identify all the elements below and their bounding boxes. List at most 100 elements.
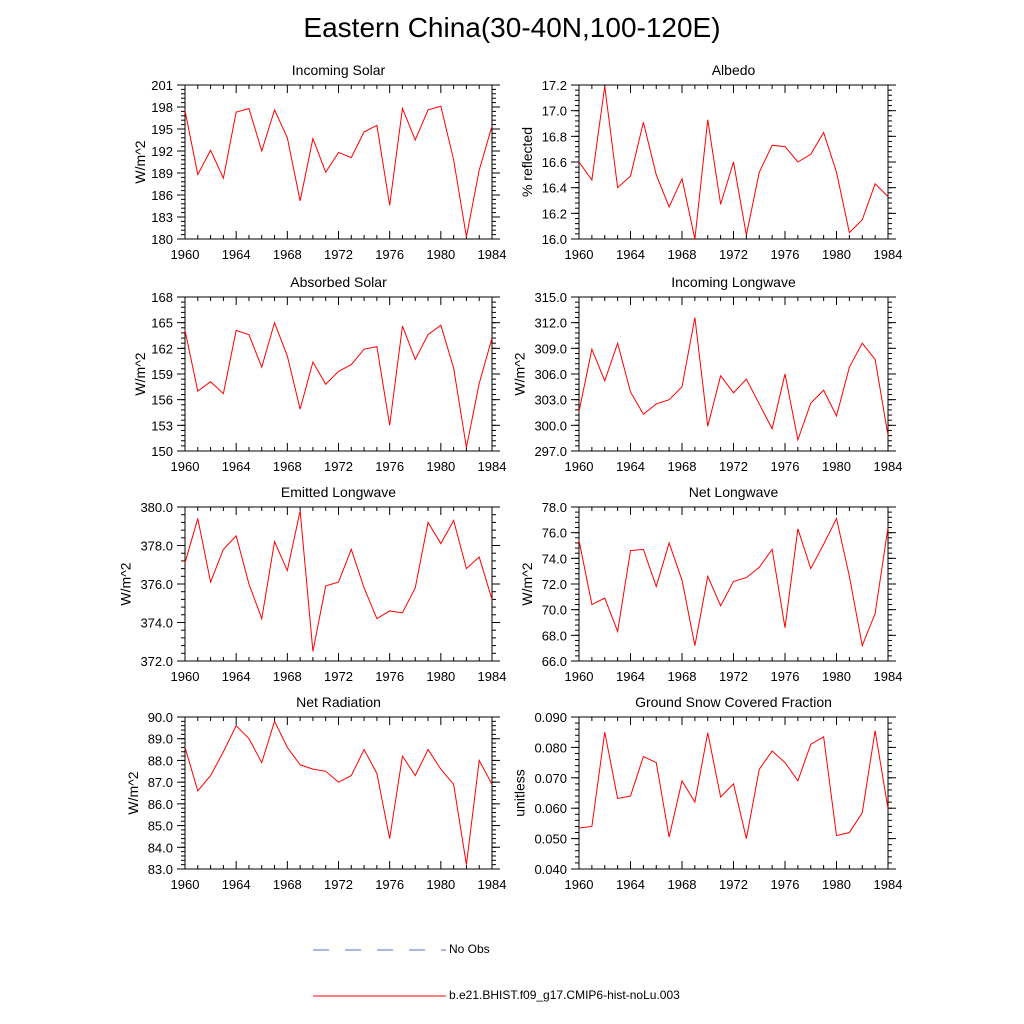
y-tick-label: 372.0: [140, 654, 173, 669]
y-tick-label: 312.0: [534, 316, 567, 331]
y-tick-label: 297.0: [534, 444, 567, 459]
x-tick-label: 1968: [668, 877, 697, 892]
series-line: [184, 719, 493, 865]
y-tick-label: 153: [151, 418, 173, 433]
x-tick-label: 1976: [771, 459, 800, 474]
x-tick-label: 1972: [719, 669, 748, 684]
y-tick-label: 17.2: [542, 78, 567, 93]
y-tick-label: 0.090: [534, 710, 567, 725]
y-tick-label: 86.0: [148, 797, 173, 812]
series-line: [184, 105, 493, 237]
y-tick-label: 16.6: [542, 155, 567, 170]
x-tick-label: 1972: [719, 877, 748, 892]
y-tick-label: 76.0: [542, 526, 567, 541]
x-tick-label: 1968: [273, 669, 302, 684]
panel-3: 1960 1964 1968 1972 1976 1980 1984 297.0 300.0 30…: [512, 274, 903, 474]
panel-5: 1960 1964 1968 1972 1976 1980 1984 66.0 68.0 70.0…: [519, 484, 903, 684]
x-tick-label: 1976: [375, 459, 404, 474]
y-tick-label: 159: [151, 367, 173, 382]
x-tick-label: 1976: [771, 669, 800, 684]
y-tick-label: 165: [151, 316, 173, 331]
y-tick-label: 83.0: [148, 862, 173, 877]
series-line: [578, 317, 889, 442]
plot-frame: [184, 84, 493, 240]
x-tick-label: 1984: [478, 459, 507, 474]
panel-title: Absorbed Solar: [290, 274, 387, 290]
panel-4: 1960 1964 1968 1972 1976 1980 1984 372.0 374.0 37…: [118, 484, 507, 684]
y-tick-label: 16.4: [542, 181, 567, 196]
x-tick-label: 1980: [426, 877, 455, 892]
y-tick-label: 0.040: [534, 862, 567, 877]
legend-obs-label: No Obs: [449, 942, 490, 956]
series-line: [578, 517, 889, 648]
plot-frame: [184, 506, 493, 662]
panel-1: 1960 1964 1968 1972 1976 1980 1984 16.0 16.2 16.4…: [519, 62, 903, 262]
y-tick-label: 195: [151, 122, 173, 137]
figure-title: Eastern China(30-40N,100-120E): [303, 12, 721, 43]
y-tick-label: 68.0: [542, 628, 567, 643]
y-tick-label: 0.080: [534, 740, 567, 755]
x-tick-label: 1980: [822, 459, 851, 474]
y-tick-label: 150: [151, 444, 173, 459]
x-tick-label: 1976: [375, 877, 404, 892]
y-axis-label: W/m^2: [132, 352, 148, 395]
y-tick-label: 16.0: [542, 232, 567, 247]
y-tick-label: 374.0: [140, 616, 173, 631]
x-tick-label: 1960: [171, 877, 200, 892]
x-tick-label: 1968: [273, 459, 302, 474]
y-tick-label: 0.060: [534, 801, 567, 816]
panel-0: 1960 1964 1968 1972 1976 1980 1984 180 183 186 189…: [132, 62, 506, 262]
y-tick-label: 162: [151, 341, 173, 356]
x-tick-label: 1960: [565, 459, 594, 474]
x-tick-label: 1984: [478, 669, 507, 684]
x-tick-label: 1964: [222, 247, 251, 262]
legend-model-label: b.e21.BHIST.f09_g17.CMIP6-hist-noLu.003: [449, 988, 680, 1002]
x-tick-label: 1960: [171, 669, 200, 684]
y-tick-label: 70.0: [542, 603, 567, 618]
x-tick-label: 1972: [719, 247, 748, 262]
panel-title: Incoming Solar: [292, 62, 386, 78]
y-tick-label: 180: [151, 232, 173, 247]
x-tick-label: 1980: [426, 669, 455, 684]
series-line: [578, 730, 889, 839]
x-tick-label: 1964: [616, 247, 645, 262]
y-axis-label: W/m^2: [132, 140, 148, 183]
x-tick-label: 1976: [375, 247, 404, 262]
y-tick-label: 306.0: [534, 367, 567, 382]
x-tick-label: 1960: [565, 877, 594, 892]
panel-title: Incoming Longwave: [671, 274, 796, 290]
x-tick-label: 1968: [273, 877, 302, 892]
y-tick-label: 315.0: [534, 290, 567, 305]
x-tick-label: 1968: [668, 247, 697, 262]
panel-title: Net Radiation: [296, 694, 381, 710]
y-tick-label: 189: [151, 166, 173, 181]
y-tick-label: 78.0: [542, 500, 567, 515]
x-tick-label: 1984: [874, 877, 903, 892]
y-tick-label: 378.0: [140, 539, 173, 554]
panel-title: Emitted Longwave: [281, 484, 396, 500]
y-tick-label: 376.0: [140, 577, 173, 592]
x-tick-label: 1980: [822, 669, 851, 684]
x-tick-label: 1984: [478, 247, 507, 262]
y-tick-label: 192: [151, 144, 173, 159]
x-tick-label: 1960: [171, 459, 200, 474]
y-tick-label: 16.2: [542, 206, 567, 221]
x-tick-label: 1980: [822, 247, 851, 262]
series-line: [184, 510, 493, 652]
panel-title: Net Longwave: [689, 484, 779, 500]
x-tick-label: 1964: [222, 669, 251, 684]
y-tick-label: 168: [151, 290, 173, 305]
y-tick-label: 72.0: [542, 577, 567, 592]
x-tick-label: 1964: [616, 669, 645, 684]
x-tick-label: 1984: [874, 459, 903, 474]
panel-7: 1960 1964 1968 1972 1976 1980 1984 0.040 0.050 0.…: [512, 694, 903, 892]
panel-title: Ground Snow Covered Fraction: [635, 694, 832, 710]
plot-frame: [184, 716, 493, 870]
y-tick-label: 16.8: [542, 129, 567, 144]
plot-frame: [184, 296, 493, 452]
y-axis-label: % reflected: [519, 127, 535, 197]
y-tick-label: 380.0: [140, 500, 173, 515]
series-line: [184, 321, 493, 448]
x-tick-label: 1980: [426, 459, 455, 474]
